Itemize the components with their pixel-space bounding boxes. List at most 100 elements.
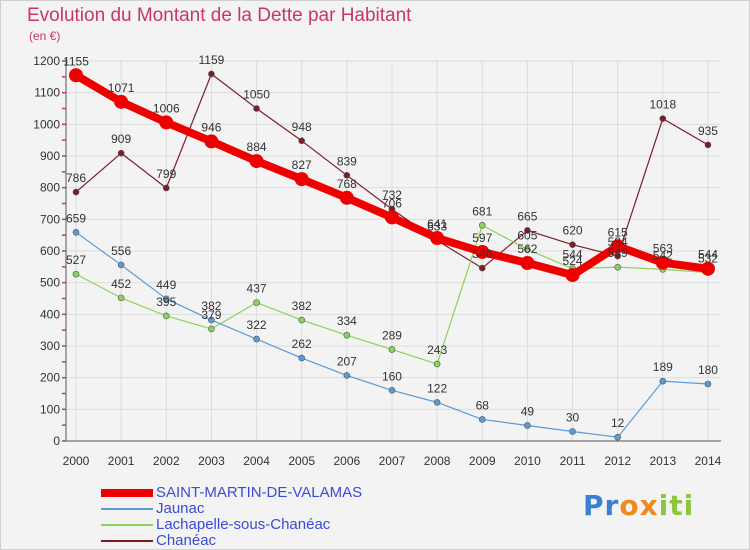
data-point-lachapelle xyxy=(72,270,80,278)
data-label-chaneac: 584 xyxy=(608,235,628,249)
data-point-saint-martin xyxy=(384,210,399,225)
y-tick-label: 800 xyxy=(40,181,60,195)
data-point-lachapelle xyxy=(433,360,441,368)
data-point-lachapelle xyxy=(388,346,396,353)
data-point-saint-martin xyxy=(700,261,715,276)
y-tick-label: 100 xyxy=(40,402,60,416)
data-label-jaunac: 189 xyxy=(653,360,673,374)
data-label-saint-martin: 1155 xyxy=(63,54,89,68)
data-label-saint-martin: 946 xyxy=(201,120,221,134)
data-point-saint-martin xyxy=(114,94,129,109)
data-label-saint-martin: 1071 xyxy=(108,81,135,95)
x-tick-label: 2007 xyxy=(379,454,406,468)
data-point-jaunac xyxy=(569,428,576,435)
x-tick-label: 2005 xyxy=(288,454,315,468)
data-label-jaunac: 68 xyxy=(476,398,490,412)
data-label-chaneac: 620 xyxy=(563,224,583,238)
data-label-jaunac: 659 xyxy=(66,211,86,225)
data-point-jaunac xyxy=(614,433,621,441)
data-label-saint-martin: 562 xyxy=(517,242,537,256)
logo-part-b: ox xyxy=(619,489,659,522)
data-label-lachapelle: 452 xyxy=(111,277,131,291)
data-label-saint-martin: 827 xyxy=(292,158,312,172)
data-label-lachapelle: 532 xyxy=(698,252,718,266)
data-label-lachapelle: 437 xyxy=(247,282,267,296)
data-point-jaunac xyxy=(659,377,667,385)
data-label-jaunac: 382 xyxy=(201,299,221,313)
x-tick-label: 2012 xyxy=(604,454,631,468)
data-point-chaneac xyxy=(343,172,351,179)
x-tick-label: 2011 xyxy=(560,454,586,468)
y-tick-label: 700 xyxy=(40,212,60,226)
data-label-chaneac: 786 xyxy=(66,171,86,185)
x-tick-label: 2013 xyxy=(649,454,676,468)
data-label-chaneac: 1159 xyxy=(199,53,225,67)
data-point-lachapelle xyxy=(162,312,170,320)
legend-item-saint-martin: SAINT-MARTIN-DE-VALAMAS xyxy=(101,485,401,501)
data-point-jaunac xyxy=(478,416,486,423)
data-label-lachapelle: 395 xyxy=(156,295,176,309)
data-label-chaneac: 732 xyxy=(382,188,402,202)
data-label-jaunac: 262 xyxy=(292,337,312,351)
data-point-chaneac xyxy=(208,70,215,78)
data-point-saint-martin xyxy=(475,244,490,259)
y-tick-label: 300 xyxy=(40,339,60,353)
logo-part-c: iti xyxy=(658,489,695,522)
data-point-chaneac xyxy=(253,105,260,112)
data-label-jaunac: 449 xyxy=(156,278,176,292)
data-label-saint-martin: 1006 xyxy=(153,101,180,115)
data-label-jaunac: 160 xyxy=(382,369,402,383)
data-label-jaunac: 30 xyxy=(566,411,580,425)
data-label-lachapelle: 379 xyxy=(201,308,221,322)
data-label-jaunac: 556 xyxy=(111,244,131,258)
data-point-chaneac xyxy=(298,137,306,145)
data-label-lachapelle: 605 xyxy=(517,228,537,242)
data-point-saint-martin xyxy=(294,172,309,187)
data-point-chaneac xyxy=(478,264,486,272)
data-label-jaunac: 49 xyxy=(521,404,535,418)
data-point-lachapelle xyxy=(253,299,260,306)
data-label-jaunac: 12 xyxy=(611,416,625,430)
legend-item-chaneac: Chanéac xyxy=(101,533,401,549)
data-point-jaunac xyxy=(162,295,170,303)
data-point-saint-martin xyxy=(610,239,625,254)
legend-swatch-chaneac xyxy=(101,540,153,542)
data-point-chaneac xyxy=(569,241,576,248)
x-tick-label: 2008 xyxy=(424,454,451,468)
logo-part-a: Pr xyxy=(583,489,620,522)
data-point-saint-martin xyxy=(159,115,174,130)
x-tick-label: 2010 xyxy=(514,454,541,468)
data-point-lachapelle xyxy=(117,294,125,302)
y-tick-label: 400 xyxy=(40,307,60,321)
data-label-chaneac: 948 xyxy=(292,120,312,134)
data-label-chaneac: 1050 xyxy=(243,88,270,102)
data-label-lachapelle: 549 xyxy=(608,246,628,260)
data-label-lachapelle: 382 xyxy=(292,299,312,313)
data-label-saint-martin: 544 xyxy=(698,248,718,262)
y-tick-label: 500 xyxy=(40,276,60,290)
proxiti-logo: Proxiti xyxy=(583,489,694,522)
data-point-jaunac xyxy=(388,387,396,394)
legend-label: Jaunac xyxy=(156,500,205,517)
data-label-chaneac: 1018 xyxy=(649,98,676,112)
y-tick-label: 1200 xyxy=(33,54,60,68)
data-point-chaneac xyxy=(659,115,667,122)
y-tick-label: 900 xyxy=(40,149,60,163)
data-point-chaneac xyxy=(704,141,712,149)
data-point-chaneac xyxy=(72,188,80,196)
data-label-chaneac: 633 xyxy=(427,220,447,234)
data-label-saint-martin: 884 xyxy=(247,140,267,154)
data-point-saint-martin xyxy=(520,256,535,271)
data-point-lachapelle xyxy=(343,331,351,339)
x-tick-label: 2003 xyxy=(198,454,225,468)
legend-swatch-lachapelle xyxy=(101,524,153,526)
data-label-lachapelle: 542 xyxy=(653,248,673,262)
data-label-saint-martin: 768 xyxy=(337,177,357,191)
data-point-chaneac xyxy=(162,184,170,192)
chart-title: Evolution du Montant de la Dette par Hab… xyxy=(27,5,412,26)
data-point-jaunac xyxy=(433,399,441,406)
data-label-lachapelle: 681 xyxy=(472,204,492,218)
data-point-saint-martin xyxy=(565,268,580,283)
data-label-lachapelle: 527 xyxy=(66,253,86,267)
